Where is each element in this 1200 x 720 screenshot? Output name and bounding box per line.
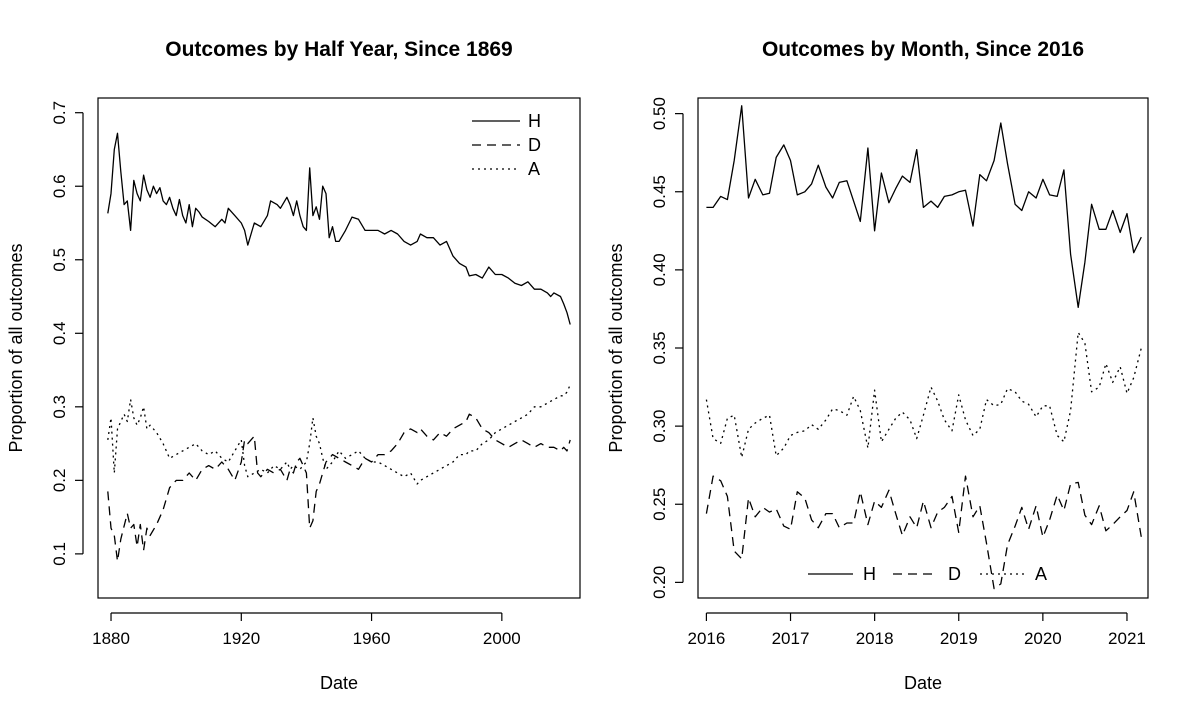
x-tick-label: 2020	[1024, 629, 1062, 648]
x-tick-label: 2018	[856, 629, 894, 648]
y-tick-label: 0.1	[50, 542, 69, 566]
series-line-d	[705, 475, 1142, 590]
legend-label-h: H	[863, 564, 876, 584]
series-line-a	[705, 331, 1142, 459]
series-line-h	[706, 105, 1142, 309]
y-tick-label: 0.5	[50, 248, 69, 272]
series-line-a	[107, 384, 571, 485]
x-tick-label: 2017	[772, 629, 810, 648]
series-line-h	[107, 132, 571, 325]
y-tick-label: 0.25	[650, 488, 669, 521]
legend-label-h: H	[528, 111, 541, 131]
x-axis-title: Date	[320, 673, 358, 693]
y-axis-title: Proportion of all outcomes	[6, 243, 26, 452]
legend: HDA	[472, 111, 541, 179]
y-tick-label: 0.35	[650, 331, 669, 364]
y-tick-label: 0.2	[50, 469, 69, 493]
y-tick-label: 0.20	[650, 566, 669, 599]
series-line-d	[107, 413, 571, 562]
y-axis-title: Proportion of all outcomes	[606, 243, 626, 452]
x-axis-title: Date	[904, 673, 942, 693]
plot-area-frame	[697, 97, 1149, 599]
chart-title: Outcomes by Month, Since 2016	[762, 38, 1084, 61]
y-tick-label: 0.45	[650, 175, 669, 208]
y-tick-label: 0.30	[650, 410, 669, 443]
x-tick-label: 1960	[353, 629, 391, 648]
y-tick-label: 0.50	[650, 97, 669, 130]
chart-panel-2: Outcomes by Month, Since 2016 2016 2017 201…	[606, 38, 1149, 693]
y-tick-label: 0.3	[50, 395, 69, 419]
y-tick-label: 0.7	[50, 101, 69, 125]
x-tick-label: 2021	[1108, 629, 1146, 648]
plot-area-frame	[97, 97, 581, 599]
x-tick-label: 2016	[687, 629, 725, 648]
legend-label-d: D	[948, 564, 961, 584]
chart-title: Outcomes by Half Year, Since 1869	[165, 38, 512, 61]
x-tick-label: 1880	[92, 629, 130, 648]
legend-label-d: D	[528, 135, 541, 155]
legend-label-a: A	[528, 159, 540, 179]
y-tick-label: 0.6	[50, 174, 69, 198]
legend-label-a: A	[1035, 564, 1047, 584]
x-tick-label: 2000	[483, 629, 521, 648]
chart-panel-1: Outcomes by Half Year, Since 1869 1880 192…	[6, 38, 581, 693]
x-tick-label: 1920	[222, 629, 260, 648]
y-tick-label: 0.40	[650, 253, 669, 286]
x-tick-label: 2019	[940, 629, 978, 648]
y-tick-label: 0.4	[50, 321, 69, 345]
